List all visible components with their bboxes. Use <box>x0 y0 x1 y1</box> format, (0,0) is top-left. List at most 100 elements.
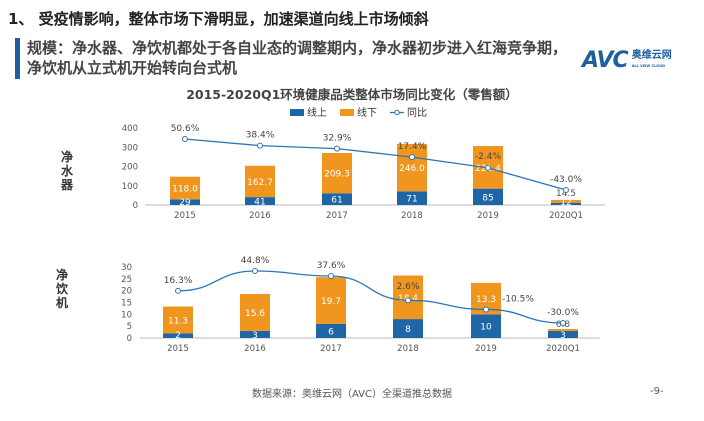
legend-label-offline: 线下 <box>357 106 377 119</box>
bar-online <box>548 330 578 338</box>
y-tick-label: 25 <box>121 275 132 285</box>
offline-value-label: 162.7 <box>247 178 273 188</box>
x-tick-label: 2018 <box>401 211 423 221</box>
data-source: 数据来源：奥维云网（AVC）全渠道推总数据 <box>251 389 453 400</box>
chart-title: 2015-2020Q1环境健康品类整体市场同比变化（零售额） <box>186 87 518 102</box>
yoy-value-label: 44.8% <box>241 256 270 266</box>
legend-label-yoy: 同比 <box>407 107 427 119</box>
bar-online <box>170 199 200 205</box>
accent-bar <box>15 38 20 79</box>
page-number: -9- <box>650 386 664 397</box>
yoy-point <box>252 268 258 274</box>
bar-offline <box>393 275 423 320</box>
bar-online <box>240 330 270 338</box>
online-value-label: 12 <box>560 198 571 208</box>
yoy-value-label: -10.5% <box>502 294 534 304</box>
x-tick-label: 2016 <box>249 211 271 221</box>
yoy-point <box>257 142 263 149</box>
offline-value-label: 246.0 <box>399 164 425 174</box>
y-tick-label: 30 <box>121 263 132 273</box>
offline-value-label: 19.7 <box>321 297 341 307</box>
y-tick-label: 400 <box>122 124 138 134</box>
yoy-point <box>563 187 569 193</box>
x-tick-label: 2018 <box>397 344 419 354</box>
online-value-label: 8 <box>405 325 411 335</box>
yoy-value-label: 2.6% <box>397 282 420 292</box>
bar-online <box>397 191 427 205</box>
x-tick-label: 2016 <box>244 344 266 354</box>
y-tick-label: 5 <box>127 322 132 332</box>
logo-tagline: ALL VIEW CLOUD <box>631 63 665 68</box>
yoy-point <box>182 136 188 142</box>
yoy-value-label: 17.4% <box>398 142 427 152</box>
yoy-value-label: 38.4% <box>246 131 275 141</box>
bar-online <box>245 197 275 205</box>
online-value-label: 71 <box>406 195 417 205</box>
offline-value-label: 14.5 <box>556 189 576 199</box>
y-tick-label: 300 <box>122 143 138 153</box>
legend-marker-yoy <box>394 109 400 116</box>
y-tick-label: 200 <box>122 163 138 173</box>
y-tick-label: 100 <box>122 182 138 192</box>
online-value-label: 3 <box>252 331 258 341</box>
bar-offline <box>551 199 581 203</box>
legend-swatch-offline <box>340 109 354 116</box>
x-tick-label: 2015 <box>167 344 189 354</box>
x-tick-label: 2020Q1 <box>546 344 580 354</box>
yoy-point <box>175 287 181 294</box>
row-label-water-dispenser: 净饮机 <box>55 268 68 310</box>
yoy-value-label: 32.9% <box>323 134 352 144</box>
offline-value-label: 15.6 <box>245 309 265 319</box>
avc-logo: AVC 奥维云网 ALL VIEW CLOUD <box>582 48 672 73</box>
yoy-point <box>334 145 340 152</box>
online-value-label: 85 <box>482 193 493 203</box>
logo-name: 奥维云网 <box>631 49 672 61</box>
offline-value-label: 11.3 <box>168 316 188 326</box>
online-value-label: 41 <box>254 198 265 208</box>
bar-offline <box>240 293 270 331</box>
yoy-value-label: -30.0% <box>547 308 579 318</box>
legend-swatch-online <box>290 109 304 116</box>
y-tick-label: 0 <box>127 334 132 344</box>
bar-online <box>316 323 346 338</box>
row-label-water-purifier: 净水器 <box>60 150 73 192</box>
offline-value-label: 118.0 <box>172 185 198 195</box>
yoy-point <box>328 273 334 280</box>
offline-value-label: 209.3 <box>324 170 350 180</box>
y-tick-label: 10 <box>121 310 132 320</box>
bar-offline <box>245 165 275 198</box>
yoy-point <box>485 164 491 171</box>
yoy-value-label: -2.4% <box>475 152 502 162</box>
yoy-point <box>405 297 411 304</box>
yoy-point <box>483 306 489 313</box>
yoy-value-label: 16.3% <box>164 276 193 286</box>
bar-online <box>393 319 423 338</box>
y-tick-label: 15 <box>121 299 132 309</box>
bar-offline <box>548 329 578 331</box>
online-value-label: 29 <box>179 198 191 208</box>
bar-offline <box>316 277 346 324</box>
y-tick-label: 0 <box>133 201 138 211</box>
yoy-value-label: 37.6% <box>317 261 346 271</box>
legend-label-online: 线上 <box>307 106 327 119</box>
yoy-point <box>560 320 566 326</box>
x-tick-label: 2019 <box>477 211 499 221</box>
logo-mark: AVC <box>582 48 629 73</box>
x-tick-label: 2017 <box>320 344 342 354</box>
bar-online <box>473 188 503 205</box>
y-tick-label: 20 <box>121 287 132 297</box>
bar-offline <box>322 152 352 194</box>
section-heading: 1、 受疫情影响，整体市场下滑明显，加速渠道向线上市场倾斜 <box>8 10 429 28</box>
yoy-value-label: 50.6% <box>171 124 200 134</box>
offline-value-label: 13.3 <box>476 295 496 305</box>
bar-offline <box>397 143 427 192</box>
yoy-line <box>177 270 564 324</box>
online-value-label: 2 <box>175 331 181 341</box>
x-tick-label: 2015 <box>174 211 196 221</box>
online-value-label: 3 <box>560 331 566 341</box>
bar-online <box>163 333 193 338</box>
subheading: 规模：净水器、净饮机都处于各自业态的调整期内，净水器初步进入红海竞争期，净饮机从… <box>27 39 568 77</box>
x-tick-label: 2020Q1 <box>549 211 583 221</box>
online-value-label: 10 <box>480 323 492 333</box>
